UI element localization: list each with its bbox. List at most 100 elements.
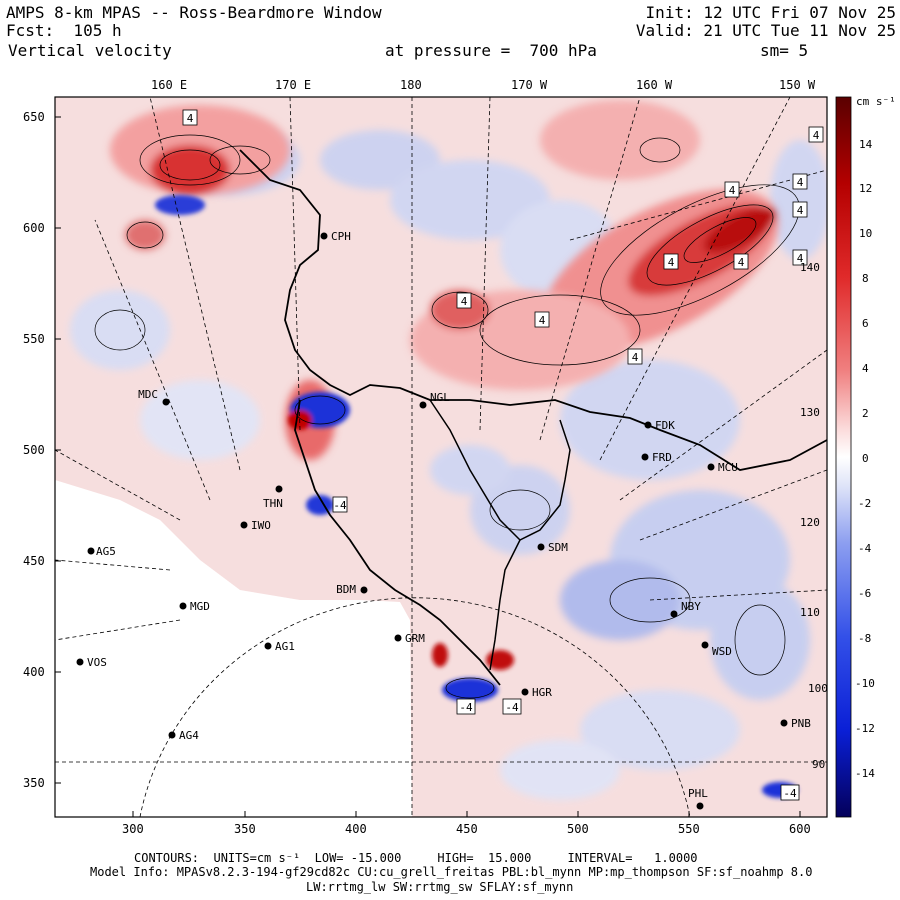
station-pnb: PNB	[780, 717, 811, 730]
svg-text:BDM: BDM	[336, 583, 356, 596]
station-grm: GRM	[394, 632, 425, 645]
station-frd: FRD	[641, 451, 672, 464]
svg-text:MCU: MCU	[718, 461, 738, 474]
colorbar-label: 2	[862, 407, 869, 420]
colorbar-label: 10	[859, 227, 873, 240]
transantarctic-coast	[294, 399, 501, 686]
top-lon-label: 170 W	[511, 78, 548, 92]
station-ngl: NGL	[419, 391, 450, 409]
map-frame	[54, 96, 828, 818]
station-ag5: AG5	[87, 545, 116, 558]
svg-text:AG5: AG5	[96, 545, 116, 558]
y-tick-label: 650	[23, 110, 45, 124]
contour-marker: 4	[663, 253, 679, 270]
station-mcu: MCU	[707, 461, 738, 474]
map-title: AMPS 8-km MPAS -- Ross-Beardmore Window	[6, 3, 382, 22]
x-tick-label: 350	[234, 822, 256, 836]
svg-text:4: 4	[813, 129, 820, 142]
forecast-hour: Fcst: 105 h	[6, 21, 122, 40]
colorbar-label: 0	[862, 452, 869, 465]
grounding-line	[429, 399, 571, 541]
colorbar-label: 12	[859, 182, 873, 195]
svg-text:MGD: MGD	[190, 600, 210, 613]
svg-text:4: 4	[461, 295, 468, 308]
svg-text:NGL: NGL	[430, 391, 450, 404]
svg-text:HGR: HGR	[532, 686, 552, 699]
station-sdm: SDM	[537, 541, 568, 554]
station-hgr: HGR	[521, 686, 552, 699]
svg-text:SDM: SDM	[548, 541, 568, 554]
colorbar	[835, 96, 852, 818]
station-mdc: MDC	[138, 388, 170, 406]
station-ag1: AG1	[264, 640, 295, 653]
svg-text:PNB: PNB	[791, 717, 811, 730]
svg-text:FRD: FRD	[652, 451, 672, 464]
top-lon-label: 150 W	[779, 78, 816, 92]
svg-text:-4: -4	[505, 701, 519, 714]
colorbar-label: -6	[858, 587, 872, 600]
station-cph: CPH	[320, 230, 351, 243]
colorbar-label: -8	[858, 632, 872, 645]
svg-text:CPH: CPH	[331, 230, 351, 243]
contour-info: CONTOURS: UNITS=cm s⁻¹ LOW= -15.000 HIGH…	[134, 851, 698, 865]
lon-label: 90 W	[812, 758, 839, 771]
svg-text:MDC: MDC	[138, 388, 158, 401]
pressure-level: at pressure = 700 hPa	[385, 41, 597, 60]
y-tick-label: 400	[23, 665, 45, 679]
svg-text:THN: THN	[263, 497, 283, 510]
inner-lon-labels: 140 W 130 W 120 W 110 W 100 W 90 W	[800, 261, 839, 771]
colorbar-label: -4	[858, 542, 872, 555]
top-lon-label: 160 E	[151, 78, 188, 92]
colorbar-label: -14	[855, 767, 875, 780]
svg-text:VOS: VOS	[87, 656, 107, 669]
contour-marker: 4	[534, 311, 550, 328]
colorbar-label: -10	[855, 677, 875, 690]
init-time: Init: 12 UTC Fri 07 Nov 25	[645, 3, 896, 22]
smoothing: sm= 5	[760, 41, 809, 60]
contour-marker: -4	[780, 784, 800, 801]
svg-text:GRM: GRM	[405, 632, 425, 645]
top-lon-label: 170 E	[275, 78, 312, 92]
y-tick-label: 550	[23, 332, 45, 346]
svg-text:4: 4	[539, 314, 546, 327]
station-mgd: MGD	[179, 600, 210, 613]
x-tick-label: 300	[122, 822, 144, 836]
svg-text:IWO: IWO	[251, 519, 271, 532]
svg-text:WSD: WSD	[712, 645, 732, 658]
svg-text:4: 4	[729, 184, 736, 197]
station-iwo: IWO	[240, 519, 271, 532]
x-tick-label: 400	[345, 822, 367, 836]
svg-text:4: 4	[187, 112, 194, 125]
variable-name: Vertical velocity	[8, 41, 172, 60]
y-tick-label: 450	[23, 554, 45, 568]
lon-label: 130 W	[800, 406, 833, 419]
station-wsd: WSD	[701, 641, 732, 658]
colorbar-label: 14	[859, 138, 873, 151]
graticule	[55, 97, 827, 817]
colorbar-label: 8	[862, 272, 869, 285]
svg-text:4: 4	[738, 256, 745, 269]
station-phl: PHL	[688, 787, 708, 810]
colorbar-units: cm s⁻¹	[856, 95, 896, 108]
svg-text:FDK: FDK	[655, 419, 675, 432]
contour-marker: 4	[792, 249, 808, 266]
contour-marker: -4	[502, 698, 522, 715]
model-info: Model Info: MPASv8.2.3-194-gf29cd82c CU:…	[90, 865, 813, 879]
contour-marker: -4	[332, 496, 348, 513]
y-tick-label: 500	[23, 443, 45, 457]
no-data-region	[55, 480, 412, 817]
svg-text:-4: -4	[333, 499, 347, 512]
contour-lines	[94, 134, 800, 699]
svg-text:AG4: AG4	[179, 729, 199, 742]
contour-marker: 4	[456, 292, 472, 309]
station-vos: VOS	[76, 656, 107, 669]
top-lon-label: 160 W	[636, 78, 673, 92]
station-markers: MDC NGL FDK FRD MCU CPH AG5 IWO THN SDM …	[76, 230, 811, 810]
colorbar-label: 6	[862, 317, 869, 330]
contour-marker: 4	[808, 126, 824, 143]
siple-coast	[489, 539, 521, 671]
svg-text:4: 4	[632, 351, 639, 364]
station-nby: NBY	[670, 600, 701, 618]
x-tick-label: 500	[567, 822, 589, 836]
station-fdk: FDK	[644, 419, 675, 432]
